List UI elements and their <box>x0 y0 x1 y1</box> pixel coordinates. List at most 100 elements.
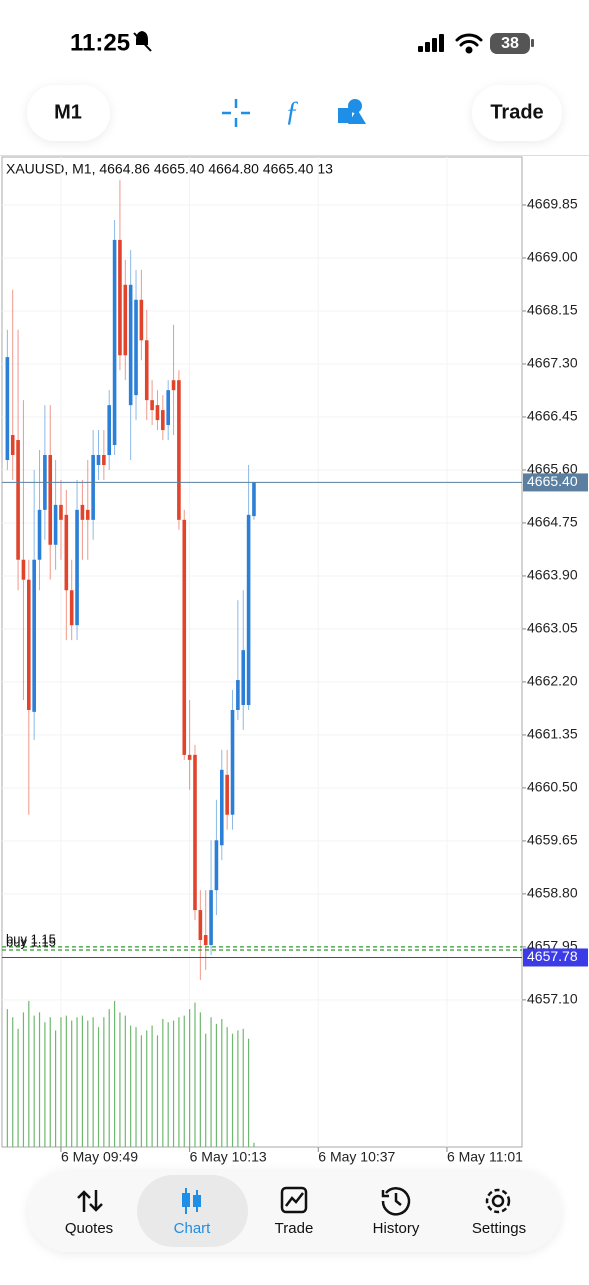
candle-body <box>123 284 128 356</box>
y-tick-label: 4669.85 <box>527 196 578 212</box>
candle-body <box>241 650 246 705</box>
candle-body <box>107 405 112 455</box>
candle-body <box>182 519 187 755</box>
battery-level: 38 <box>501 35 519 52</box>
candle-body <box>37 509 42 560</box>
candle-body <box>128 284 133 406</box>
price-label-bg <box>523 473 588 492</box>
candle-body <box>5 357 10 460</box>
active-tab-highlight <box>137 1175 248 1247</box>
candle-body <box>139 299 144 341</box>
battery-tip <box>531 39 534 47</box>
price-label: 4665.40 <box>527 473 578 489</box>
timeframe-label[interactable]: M1 <box>54 101 82 123</box>
candle-body <box>203 935 208 946</box>
y-tick-label: 4658.80 <box>527 885 578 901</box>
y-tick-label: 4663.90 <box>527 567 578 583</box>
y-tick-label: 4661.35 <box>527 726 578 742</box>
y-tick-label: 4660.50 <box>527 779 578 795</box>
candle-body <box>48 454 53 545</box>
tab-label[interactable]: Chart <box>174 1220 212 1237</box>
y-tick-label: 4664.75 <box>527 514 578 530</box>
candle-body <box>252 482 256 517</box>
candle-body <box>161 410 165 431</box>
candle-body <box>177 380 181 520</box>
candle-body <box>225 774 229 815</box>
y-tick-label: 4666.45 <box>527 408 578 424</box>
candle-body <box>80 504 85 520</box>
settings-icon[interactable] <box>485 1188 511 1214</box>
y-tick-label: 4663.05 <box>527 620 578 636</box>
indicators-icon[interactable]: ƒ <box>285 96 299 127</box>
candle-body <box>53 504 58 545</box>
crosshair-icon[interactable] <box>222 99 250 127</box>
trade-tab-icon[interactable] <box>280 1186 308 1214</box>
candle-body <box>75 509 79 626</box>
candle-body <box>198 910 203 941</box>
chart-icon[interactable] <box>182 1188 201 1214</box>
tab-labels: Quotes Chart Trade History Settings <box>65 1220 526 1237</box>
status-time: 11:25 <box>70 29 130 56</box>
candle-body <box>96 454 101 465</box>
price-label-bg <box>523 948 588 967</box>
candle-body <box>64 514 69 591</box>
tab-label[interactable]: Quotes <box>65 1220 113 1237</box>
candle-body <box>209 890 213 946</box>
candle-body <box>230 709 235 815</box>
y-tick-label: 4669.00 <box>527 249 578 265</box>
candle-body <box>118 239 122 356</box>
history-icon[interactable] <box>381 1187 411 1216</box>
tab-label[interactable]: History <box>373 1220 420 1237</box>
mute-icon <box>133 31 152 52</box>
candle-body <box>150 400 154 411</box>
candle-body <box>27 579 31 710</box>
candle-body <box>32 559 36 712</box>
candle-body <box>91 454 95 520</box>
y-tick-label: 4665.60 <box>527 461 578 477</box>
candle-body <box>214 840 219 891</box>
quotes-icon[interactable] <box>77 1190 103 1212</box>
signal-icon <box>418 34 444 52</box>
candle-body <box>21 559 26 580</box>
y-tick-label: 4662.20 <box>527 673 578 689</box>
y-tick-label: 4659.65 <box>527 832 578 848</box>
candle-body <box>171 380 176 391</box>
y-tick-label: 4657.10 <box>527 991 578 1007</box>
trade-button[interactable] <box>472 85 562 141</box>
candle-body <box>219 769 224 846</box>
candle-body <box>16 440 20 560</box>
candle-body <box>246 514 251 705</box>
timeframe-button[interactable] <box>27 85 110 141</box>
plot: 4669.85 4669.00 4668.15 4667.30 4666.45 4665.… <box>2 157 588 1165</box>
candle-body <box>10 435 15 455</box>
candle-body <box>166 390 170 426</box>
y-tick-label: 4667.30 <box>527 355 578 371</box>
candle-body <box>155 405 160 421</box>
objects-icon[interactable] <box>338 99 366 124</box>
trade-button-label[interactable]: Trade <box>490 101 543 123</box>
order-label: buy 1.15 <box>6 931 56 946</box>
candle-body <box>236 680 240 710</box>
chart-title: XAUUSD, M1, 4664.86 4665.40 4664.80 4665… <box>6 161 333 177</box>
candle-body <box>85 509 90 520</box>
candle-body <box>102 454 106 465</box>
tab-label[interactable]: Trade <box>275 1220 314 1237</box>
battery <box>490 33 530 54</box>
x-tick-label: 6 May 11:01 <box>447 1149 523 1165</box>
candle-body <box>134 299 138 396</box>
x-tick-label: 6 May 10:37 <box>318 1149 395 1165</box>
candle-body <box>193 754 197 911</box>
price-label: 4657.78 <box>527 948 578 964</box>
y-tick-label: 4668.15 <box>527 302 578 318</box>
candle-body <box>59 504 63 520</box>
candle-body <box>144 340 149 401</box>
tab-label[interactable]: Settings <box>472 1220 526 1237</box>
candle-body <box>187 754 192 760</box>
candle-body <box>112 239 117 446</box>
wifi-icon <box>455 33 483 54</box>
chart-frame <box>1 156 523 1148</box>
x-tick-label: 6 May 10:13 <box>190 1149 267 1165</box>
order-label: buy 1.15 <box>6 934 56 949</box>
